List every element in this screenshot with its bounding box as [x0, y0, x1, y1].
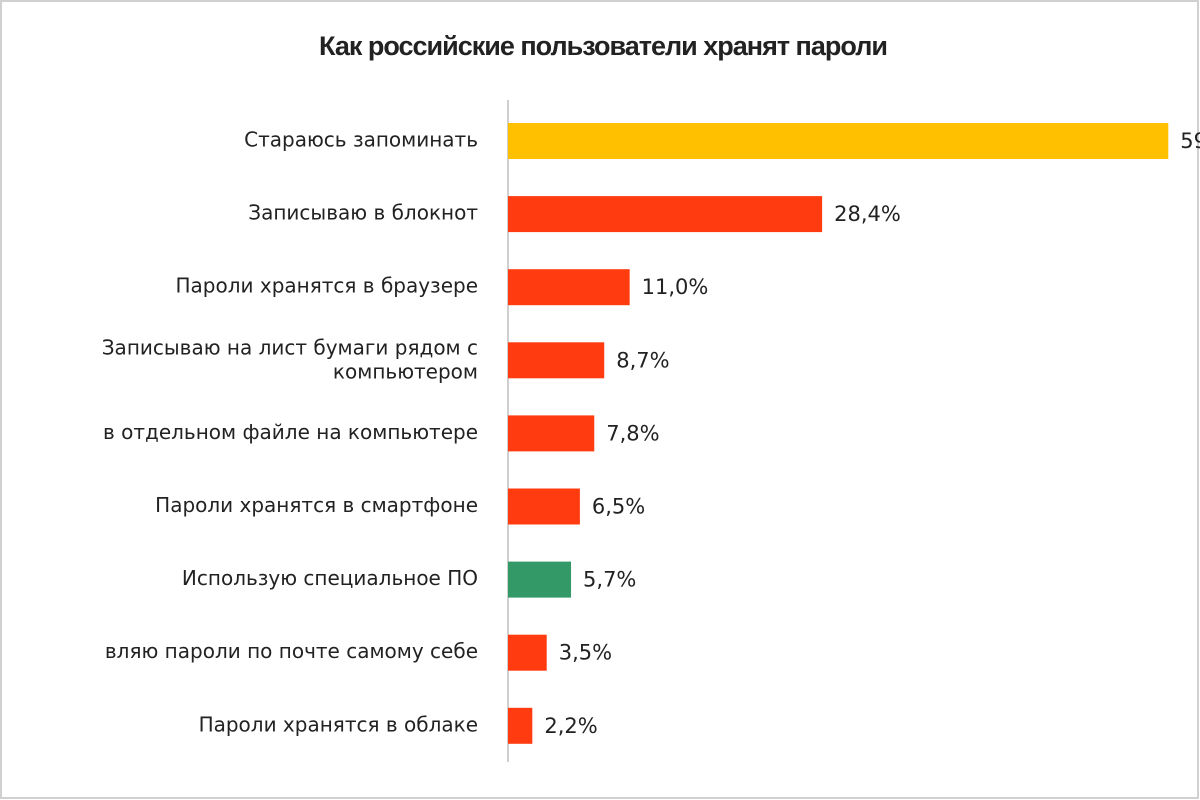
bar — [508, 415, 595, 452]
bar — [508, 342, 605, 379]
value-label: 5,7% — [583, 568, 636, 592]
category-label: Пароли хранятся в облаке — [199, 712, 478, 736]
chart-title: Как российские пользователи хранят парол… — [319, 31, 887, 61]
value-label: 59,7% — [1180, 129, 1200, 153]
category-label: Записываю в блокнот — [248, 201, 478, 225]
category-label: Использую специальное ПО — [182, 566, 478, 590]
bar — [508, 269, 630, 306]
category-label: Пароли хранятся в браузере — [176, 274, 479, 298]
bar — [508, 488, 580, 525]
value-label: 8,7% — [616, 348, 669, 372]
value-label: 28,4% — [834, 202, 901, 226]
bar — [508, 123, 1169, 159]
category-label: вляю пароли по почте самому себе — [105, 639, 478, 663]
bar — [508, 634, 547, 671]
category-label: в отдельном файле на компьютере — [103, 420, 478, 444]
bar — [508, 561, 572, 598]
value-label: 3,5% — [559, 641, 612, 665]
value-label: 11,0% — [642, 275, 709, 299]
bar — [508, 707, 533, 744]
value-label: 7,8% — [606, 421, 659, 445]
category-label: Записываю на лист бумаги рядом с компьюте… — [102, 335, 478, 383]
category-label: Стараюсь запоминать — [244, 128, 478, 152]
bar — [508, 196, 823, 233]
value-label: 2,2% — [544, 714, 597, 738]
value-label: 6,5% — [592, 495, 645, 519]
category-label: Пароли хранятся в смартфоне — [155, 493, 478, 517]
